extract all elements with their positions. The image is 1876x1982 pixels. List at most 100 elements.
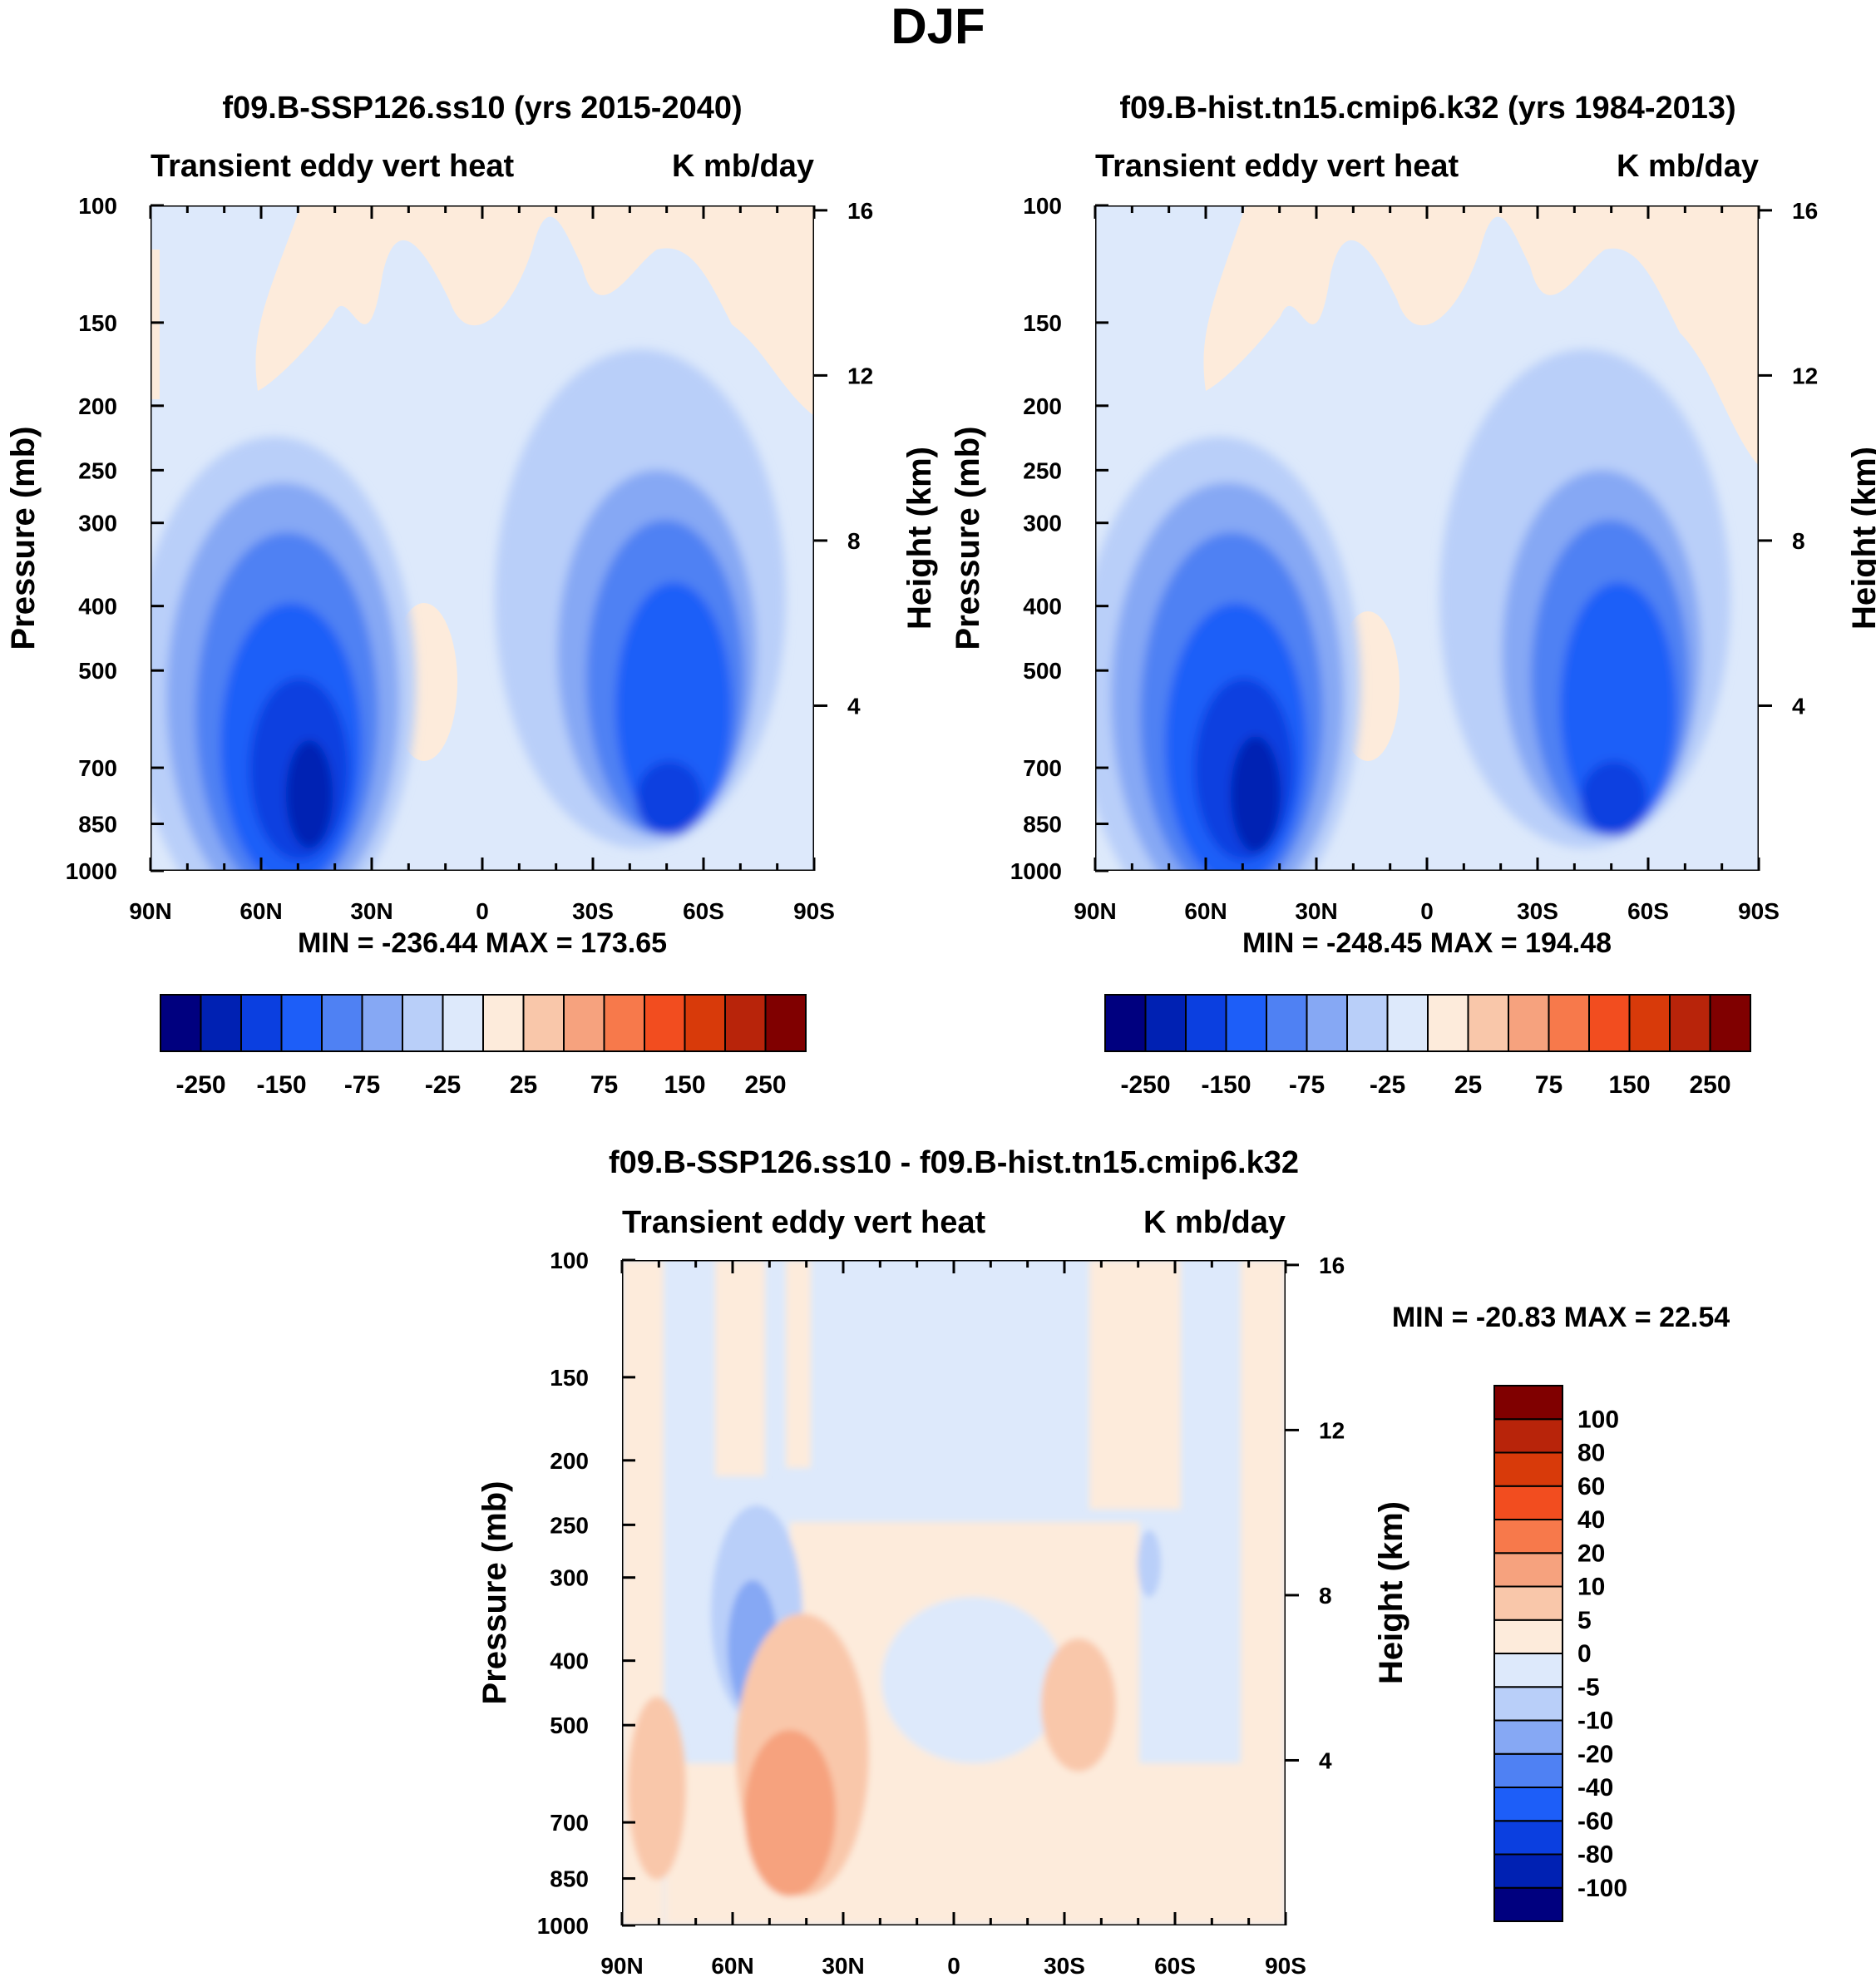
panel-3-colorbar-swatch — [1493, 1418, 1563, 1454]
panel-1-min-max: MIN = -236.44 MAX = 173.65 — [298, 927, 667, 959]
panel-3-xtick-label: 90N — [600, 1953, 643, 1979]
panel-2-colorbar-swatch — [1669, 994, 1711, 1052]
panel-2-colorbar-label: 150 — [1608, 1071, 1650, 1099]
panel-3-ylabel: Pressure (mb) — [476, 1481, 513, 1705]
panel-2-colorbar-swatch — [1266, 994, 1308, 1052]
panel-3-ytick-label: 500 — [550, 1713, 589, 1738]
panel-1-colorbar-label: 75 — [590, 1071, 618, 1099]
panel-3-ytick-label: 1000 — [537, 1913, 589, 1939]
panel-3-ytick-label: 100 — [550, 1248, 589, 1273]
panel-3-xtick-label: 90S — [1265, 1953, 1306, 1979]
panel-2-colorbar-swatch — [1386, 994, 1429, 1052]
panel-2-colorbar-swatch — [1225, 994, 1267, 1052]
panel-2-colorbar-label: 75 — [1535, 1071, 1563, 1099]
panel-2-left-label: Transient eddy vert heat — [1095, 149, 1459, 184]
panel-3-colorbar-swatch — [1493, 1686, 1563, 1722]
panel-3-ytick-right-label: 16 — [1319, 1253, 1345, 1278]
panel-1-colorbar-label: -250 — [175, 1071, 225, 1099]
panel-1-title: f09.B-SSP126.ss10 (yrs 2015-2040) — [222, 91, 742, 126]
panel-1-colorbar-swatch — [603, 994, 645, 1052]
panel-3-plot — [622, 1260, 1286, 1925]
panel-3-colorbar-label: 40 — [1577, 1506, 1605, 1534]
panel-2-colorbar-swatch — [1346, 994, 1389, 1052]
panel-2-colorbar-swatch — [1144, 994, 1187, 1052]
panel-3-ytick-right-label: 12 — [1319, 1417, 1345, 1443]
panel-2-colorbar-label: -75 — [1289, 1071, 1325, 1099]
panel-1-colorbar-swatch — [644, 994, 686, 1052]
panel-1-colorbar-label: 250 — [744, 1071, 786, 1099]
panel-3-colorbar-label: -80 — [1577, 1841, 1613, 1869]
panel-2-colorbar-swatch — [1306, 994, 1348, 1052]
panel-1-ylabel: Pressure (mb) — [5, 427, 42, 650]
panel-1-ytick-right-label: 12 — [847, 363, 873, 388]
panel-1-colorbar-label: 25 — [510, 1071, 537, 1099]
panel-2-colorbar-swatch — [1185, 994, 1227, 1052]
panel-1-ytick-label: 300 — [78, 511, 117, 536]
panel-2-xtick-label: 0 — [1420, 898, 1434, 924]
panel-3-pos-blob-35s — [1041, 1638, 1116, 1772]
panel-2-ytick-right-label: 8 — [1792, 528, 1805, 554]
panel-3-ytick-right-label: 4 — [1319, 1747, 1332, 1773]
panel-3-pos-blob-40n-b — [744, 1730, 836, 1896]
panel-3-ytick-label: 300 — [550, 1565, 589, 1591]
panel-1-ytick-label: 700 — [78, 755, 117, 781]
panel-2-xtick-label: 30S — [1517, 898, 1558, 924]
panel-1-ytick-label: 1000 — [66, 858, 117, 884]
panel-1-colorbar-swatch — [361, 994, 403, 1052]
panel-1-colorbar-swatch — [280, 994, 323, 1052]
panel-2-ytick-label: 200 — [1023, 393, 1062, 419]
panel-2-colorbar-swatch — [1709, 994, 1751, 1052]
panel-2-ytick-label: 250 — [1023, 457, 1062, 483]
panel-2-ytick-right-label: 12 — [1792, 363, 1818, 388]
panel-3-ylabel-right: Height (km) — [1373, 1501, 1409, 1684]
panel-3-ytick-label: 200 — [550, 1448, 589, 1474]
panel-2-ylabel-right: Height (km) — [1846, 447, 1876, 630]
panel-3-xtick-label: 30S — [1044, 1953, 1085, 1979]
panel-1-ytick-label: 850 — [78, 812, 117, 838]
panel-1-colorbar-swatch — [764, 994, 807, 1052]
panel-3-xtick-label: 60N — [711, 1953, 753, 1979]
panel-2-colorbar-swatch — [1508, 994, 1550, 1052]
panel-2: f09.B-hist.tn15.cmip6.k32 (yrs 1984-2013… — [1095, 91, 1759, 871]
panel-2-ytick-right-label: 16 — [1792, 198, 1818, 224]
panel-3-colorbar-label: -60 — [1577, 1807, 1613, 1835]
panel-3-colorbar-swatch — [1493, 1886, 1563, 1922]
panel-1-ytick-right-label: 4 — [847, 693, 861, 719]
panel-1-colorbar-swatch — [522, 994, 565, 1052]
panel-3-title: f09.B-SSP126.ss10 - f09.B-hist.tn15.cmip… — [609, 1145, 1299, 1180]
panel-3-colorbar-label: 80 — [1577, 1440, 1605, 1467]
panel-3-colorbar-swatch — [1493, 1853, 1563, 1889]
panel-1-sh-c5 — [636, 761, 703, 836]
panel-3-colorbar-swatch — [1493, 1585, 1563, 1621]
panel-3-colorbar-swatch — [1493, 1485, 1563, 1520]
panel-3-colorbar-label: 0 — [1577, 1640, 1592, 1668]
panel-2-colorbar-label: -150 — [1201, 1071, 1251, 1099]
panel-3-colorbar-swatch — [1493, 1820, 1563, 1856]
panel-3-colorbar-label: 10 — [1577, 1574, 1605, 1601]
panel-1-colorbar-swatch — [684, 994, 726, 1052]
panel-1-left-label: Transient eddy vert heat — [151, 149, 514, 184]
panel-2-colorbar-label: 25 — [1454, 1071, 1482, 1099]
panel-1-plot — [151, 205, 814, 871]
panel-1-ytick-label: 400 — [78, 594, 117, 620]
panel-3-ytick-label: 850 — [550, 1866, 589, 1892]
panel-3-left-label: Transient eddy vert heat — [622, 1205, 985, 1240]
panel-2-ytick-label: 150 — [1023, 310, 1062, 336]
panel-1-ytick-label: 250 — [78, 457, 117, 483]
panel-3-field — [622, 1260, 1286, 1925]
panel-2-xtick-label: 30N — [1295, 898, 1337, 924]
panel-3-colorbar-label: -20 — [1577, 1741, 1613, 1768]
panel-2-xtick-label: 60S — [1627, 898, 1669, 924]
panel-1-colorbar-swatch — [724, 994, 767, 1052]
panel-2-title: f09.B-hist.tn15.cmip6.k32 (yrs 1984-2013… — [1119, 91, 1735, 126]
panel-3-colorbar-swatch — [1493, 1787, 1563, 1822]
panel-2-ytick-right-label: 4 — [1792, 693, 1805, 719]
panel-1-ytick-right-label: 8 — [847, 528, 861, 554]
panel-3-colorbar-label: 20 — [1577, 1540, 1605, 1567]
panel-3-ytick-label: 400 — [550, 1648, 589, 1674]
panel-3-colorbar-swatch — [1493, 1552, 1563, 1588]
panel-3-pos-col-80s — [1241, 1260, 1286, 1925]
panel-3-colorbar-swatch — [1493, 1451, 1563, 1487]
panel-3-pos-blob-80n — [628, 1697, 686, 1880]
